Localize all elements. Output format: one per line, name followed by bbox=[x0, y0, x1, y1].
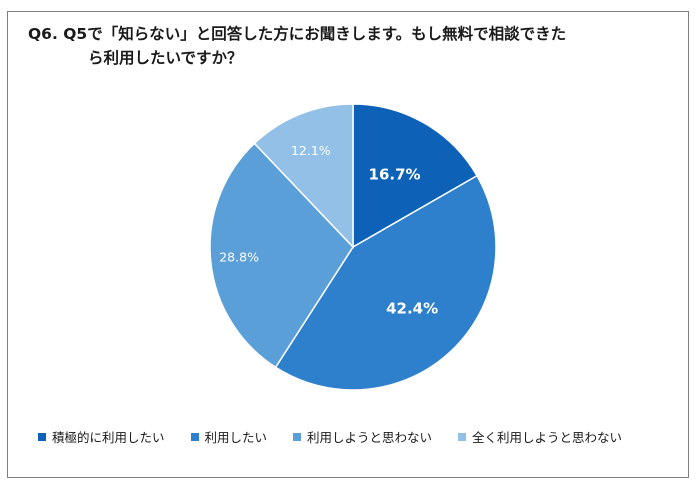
legend-item-2: 利用したい bbox=[190, 427, 268, 446]
legend-label-4: 全く利用しようと思わない bbox=[472, 430, 623, 445]
pie-label-3: 28.8% bbox=[219, 249, 259, 264]
legend-label-2: 利用したい bbox=[204, 430, 268, 445]
pie-label-2: 42.4% bbox=[386, 300, 438, 318]
pie-label-4: 12.1% bbox=[291, 143, 331, 158]
legend: 積極的に利用したい 利用したい 利用しようと思わない 全く利用しようと思わない bbox=[38, 427, 678, 446]
legend-label-3: 利用しようと思わない bbox=[307, 430, 433, 445]
legend-swatch-3 bbox=[293, 432, 302, 441]
legend-item-1: 積極的に利用したい bbox=[38, 427, 165, 446]
pie-slice-4 bbox=[253, 103, 354, 249]
legend-item-4: 全く利用しようと思わない bbox=[458, 427, 622, 446]
chart-title: Q6. Q5で「知らない」と回答した方にお聞きします。もし無料で相談できた ら利… bbox=[28, 22, 678, 70]
legend-label-1: 積極的に利用したい bbox=[52, 430, 165, 445]
pie-slice-1 bbox=[352, 103, 479, 249]
legend-swatch-1 bbox=[38, 432, 46, 441]
chart-title-line2: ら利用したいですか？ bbox=[88, 49, 243, 67]
pie-label-1: 16.7% bbox=[369, 166, 421, 184]
chart-title-line1: Q6. Q5で「知らない」と回答した方にお聞きします。もし無料で相談できた bbox=[28, 25, 567, 43]
legend-swatch-2 bbox=[190, 432, 199, 441]
pie-slice-3 bbox=[209, 142, 354, 369]
legend-swatch-4 bbox=[458, 432, 467, 441]
pie-slice-2 bbox=[274, 174, 497, 391]
legend-item-3: 利用しようと思わない bbox=[293, 427, 432, 446]
